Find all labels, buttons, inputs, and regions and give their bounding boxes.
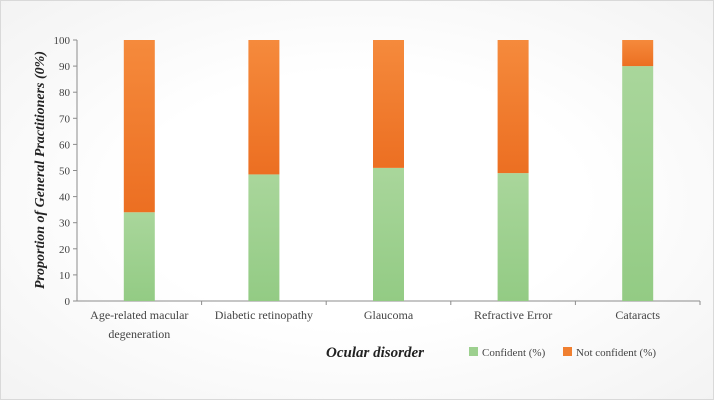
y-tick-label: 100	[54, 35, 71, 47]
y-tick-label: 50	[59, 166, 71, 178]
x-tick-label: Refractive Error	[474, 308, 552, 322]
legend: Confident (%) Not confident (%)	[469, 347, 656, 359]
y-tick-label: 10	[59, 270, 71, 282]
bar-confident-1	[248, 174, 280, 301]
bar-not-confident-1	[248, 40, 280, 175]
labels-layer: Age-related macular degeneration Diabetic …	[33, 51, 660, 361]
bars-layer	[123, 40, 654, 301]
x-axis-title: Ocular disorder	[326, 345, 424, 361]
bar-confident-4	[622, 66, 654, 301]
bar-not-confident-0	[123, 40, 155, 213]
bar-confident-3	[497, 173, 529, 301]
y-tick-label: 0	[65, 296, 71, 308]
legend-swatch-not-confident	[563, 347, 572, 356]
y-tick-label: 40	[59, 192, 71, 204]
y-tick-label: 30	[59, 218, 71, 230]
bar-not-confident-4	[622, 40, 654, 67]
y-tick-label: 60	[59, 139, 71, 151]
legend-label: Confident (%)	[482, 347, 546, 359]
y-axis-title: Proportion of General Practitioners (0%)	[33, 51, 48, 289]
x-tick-label: Glaucoma	[364, 308, 414, 322]
bar-confident-2	[373, 167, 404, 301]
x-tick-label: Age-related macular	[90, 308, 188, 322]
x-tick-label: degeneration	[108, 327, 170, 341]
legend-label: Not confident (%)	[576, 347, 656, 359]
y-tick-label: 70	[59, 113, 71, 125]
x-tick-label: Cataracts	[615, 308, 660, 322]
legend-swatch-confident	[469, 347, 478, 356]
axes-layer: 0 10 20 30 40 50 60 70 80 90 100	[54, 35, 701, 308]
bar-not-confident-3	[497, 40, 529, 174]
y-tick-label: 80	[59, 87, 71, 99]
y-tick-label: 90	[59, 61, 71, 73]
bar-confident-0	[123, 212, 155, 301]
y-tick-label: 20	[59, 244, 71, 256]
x-tick-label: Diabetic retinopathy	[215, 308, 313, 322]
bar-not-confident-2	[373, 40, 404, 168]
